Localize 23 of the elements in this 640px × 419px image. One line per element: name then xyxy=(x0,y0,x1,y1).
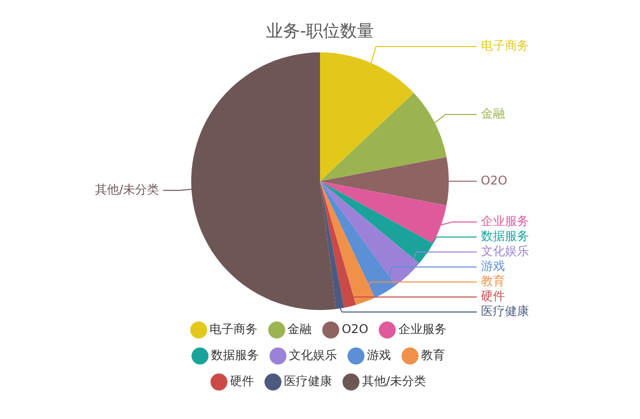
legend-label: 企业服务 xyxy=(398,322,446,336)
legend-label: 医疗健康 xyxy=(284,374,332,388)
legend-label: 其他/未分类 xyxy=(362,374,426,388)
slice-label: 教育 xyxy=(480,274,505,288)
slice-label: 游戏 xyxy=(480,259,505,274)
slice-label: 数据服务 xyxy=(480,229,529,244)
legend-label: 金融 xyxy=(288,322,312,336)
legend-label: 电子商务 xyxy=(210,322,258,336)
slice-label: O2O xyxy=(480,173,508,188)
legend-label: 文化娱乐 xyxy=(289,348,337,362)
legend-label: 游戏 xyxy=(367,348,391,362)
legend-label: 教育 xyxy=(421,348,445,362)
slice-label: 金融 xyxy=(480,106,505,121)
chart-title: 业务-职位数量 xyxy=(266,22,374,42)
slice-label: 其他/未分类 xyxy=(95,182,160,197)
slice-label: 医疗健康 xyxy=(480,304,529,318)
legend-label: 硬件 xyxy=(230,374,254,388)
legend-label: O2O xyxy=(342,322,368,336)
slice-label: 企业服务 xyxy=(480,214,529,228)
slice-label: 文化娱乐 xyxy=(480,244,529,258)
slice-label: 电子商务 xyxy=(480,38,529,53)
slice-label: 硬件 xyxy=(480,289,505,304)
legend-label: 数据服务 xyxy=(211,348,259,362)
